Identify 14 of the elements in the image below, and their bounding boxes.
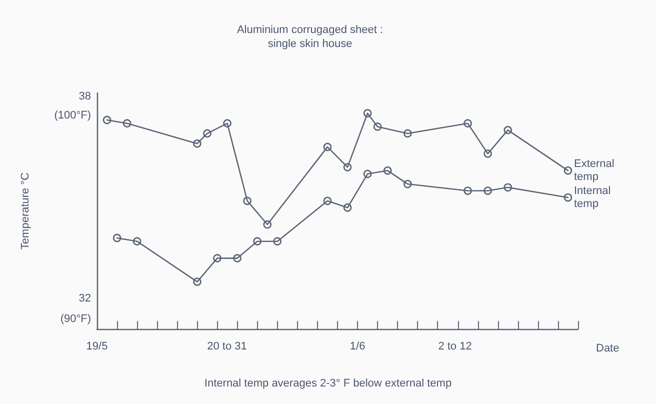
y-tick-label: 32 bbox=[78, 292, 91, 305]
series-label: External temp bbox=[574, 158, 618, 184]
y2-axis-title: Temperature °C bbox=[20, 172, 32, 250]
text: 20 to 31 bbox=[207, 340, 247, 352]
x-tick-label: 19/5 bbox=[86, 340, 108, 352]
chart-title: Aluminium corrugaged sheet : single skin house bbox=[236, 24, 384, 50]
x-tick-label: 1/6 bbox=[350, 340, 366, 352]
y-tick-label: 38 bbox=[78, 90, 91, 102]
series-label: Internal temp bbox=[574, 185, 614, 210]
y2-tick-label: (90°F) bbox=[60, 312, 91, 325]
x-axis-title: Date bbox=[596, 342, 620, 354]
y2-tick-label: (100°F) bbox=[54, 109, 91, 122]
text: 2 to 12 bbox=[438, 340, 472, 352]
text: Internal temp averages 2-3° F below external temp bbox=[204, 378, 452, 390]
